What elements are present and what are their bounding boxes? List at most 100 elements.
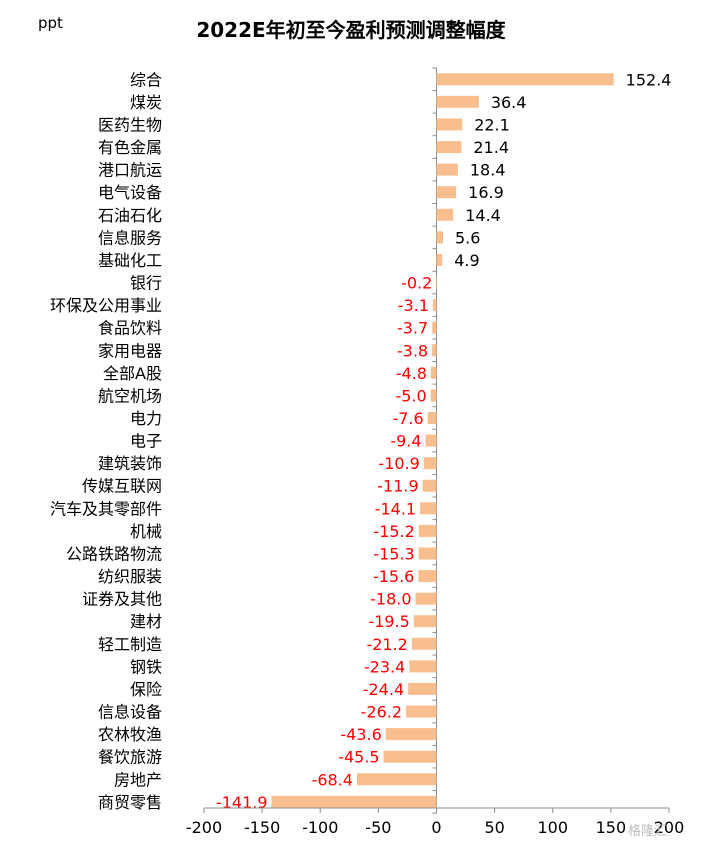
value-label: -3.8 [397,341,428,360]
category-label: 餐饮旅游 [98,748,162,767]
value-label: -3.1 [398,296,429,315]
category-label: 电子 [130,432,162,451]
category-label: 全部A股 [103,364,162,383]
category-label: 港口航运 [98,161,162,180]
bar [432,344,437,357]
value-label: -24.4 [363,680,404,699]
bar [271,795,437,808]
value-label: -7.6 [392,409,423,428]
x-tick-label: -200 [186,818,222,837]
category-label: 石油石化 [98,206,162,225]
bar [415,592,437,605]
value-label: -4.8 [396,364,427,383]
category-label: 家用电器 [98,341,162,360]
watermark: 格隆汇 [628,824,668,839]
bar [427,411,437,424]
x-tick-label: -50 [365,818,391,837]
value-label: -45.5 [338,748,379,767]
category-label: 信息服务 [98,228,162,247]
category-label: 建材 [130,612,162,631]
bar [436,231,444,244]
bar [385,728,437,741]
bar [409,660,437,673]
category-label: 有色金属 [98,138,162,157]
bar [436,163,458,176]
value-label: -15.3 [373,544,414,563]
category-label: 保险 [130,680,162,699]
value-label: -68.4 [312,770,353,789]
x-tick-label: 150 [596,818,627,837]
x-tick-label: 50 [484,818,504,837]
bar [436,276,438,289]
category-label: 电力 [130,409,162,428]
bar [432,321,437,334]
value-label: 5.6 [455,228,480,247]
value-label: 14.4 [465,206,501,225]
bar [422,479,437,492]
category-label: 医药生物 [98,115,162,134]
bar [436,253,443,266]
category-label: 传媒互联网 [82,477,162,496]
value-label: 21.4 [473,138,509,157]
x-tick-label: 100 [537,818,568,837]
bar [430,366,437,379]
bar [436,95,479,108]
category-label: 房地产 [114,770,162,789]
category-label: 电气设备 [98,183,162,202]
category-label: 航空机场 [98,386,162,405]
category-label: 证券及其他 [82,590,162,609]
bar [356,773,437,786]
bar [436,186,457,199]
category-label: 钢铁 [130,657,162,676]
x-tick-label: -100 [302,818,338,837]
value-label: -23.4 [364,657,405,676]
value-label: -3.7 [397,319,428,338]
category-label: 银行 [130,274,162,293]
bar [383,750,437,763]
value-label: -9.4 [390,432,421,451]
value-label: -11.9 [377,477,418,496]
value-label: -43.6 [340,725,381,744]
bar [430,389,437,402]
category-label: 信息设备 [98,703,162,722]
category-label: 农林牧渔 [98,725,162,744]
value-label: 22.1 [474,115,510,134]
value-label: -15.2 [373,522,414,541]
bar [436,73,614,86]
bar [413,615,437,628]
value-label: -18.0 [370,590,411,609]
category-label: 汽车及其零部件 [50,499,162,518]
bar [436,118,463,131]
value-label: -19.5 [368,612,409,631]
bar [436,208,454,221]
x-tick-label: 0 [431,818,441,837]
bar [406,705,437,718]
category-label: 煤炭 [130,93,162,112]
category-label: 建筑装饰 [98,454,162,473]
category-label: 基础化工 [98,251,162,270]
value-label: -0.2 [401,274,432,293]
value-label: -141.9 [216,793,268,812]
value-label: -21.2 [366,635,407,654]
category-label: 公路铁路物流 [66,544,162,563]
value-label: -26.2 [361,703,402,722]
category-label: 纺织服装 [98,567,162,586]
category-label: 环保及公用事业 [50,296,162,315]
bar [411,637,437,650]
value-label: 4.9 [454,251,479,270]
value-label: -10.9 [378,454,419,473]
unit-label: ppt [38,14,63,32]
value-label: 36.4 [491,93,527,112]
x-tick-label: 200 [654,818,685,837]
bar [432,299,437,312]
value-label: -15.6 [373,567,414,586]
bar [418,547,437,560]
bar [420,502,437,515]
x-tick-label: -150 [244,818,280,837]
category-label: 机械 [130,522,162,541]
chart-title: 2022E年初至今盈利预测调整幅度 [196,18,506,42]
bar [408,682,437,695]
bar [418,570,437,583]
value-label: 18.4 [470,161,506,180]
